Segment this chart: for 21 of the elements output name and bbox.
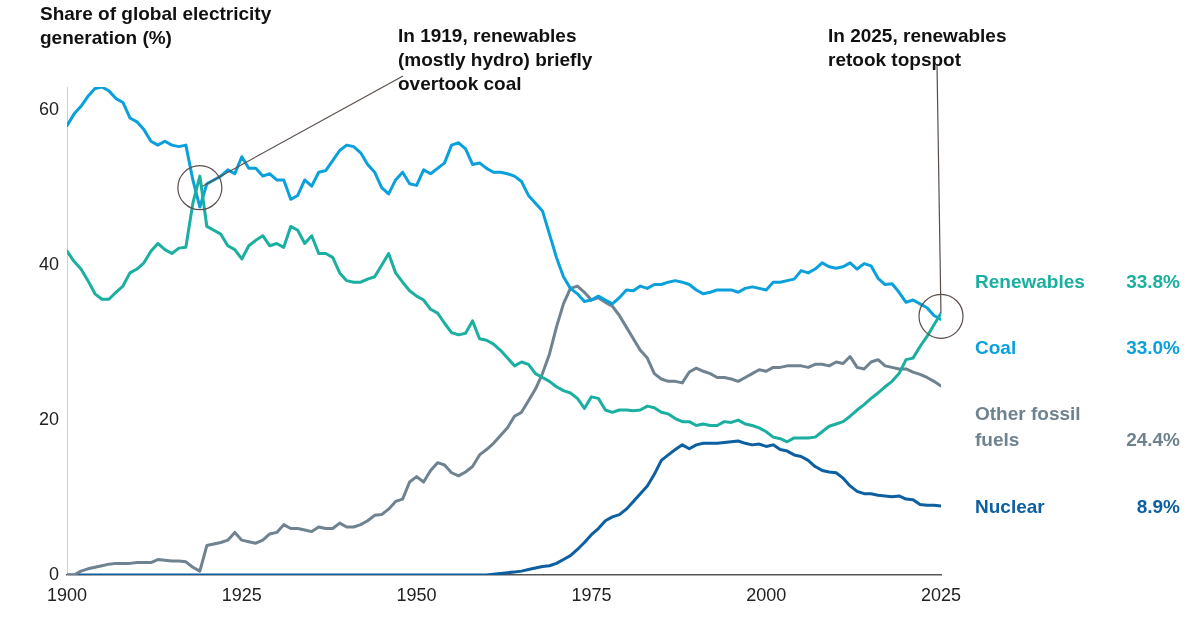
y-tick-label: 20 [38, 409, 59, 430]
annotation: In 2025, renewables retook topspot [828, 24, 1008, 72]
x-tick-label: 1925 [221, 584, 262, 605]
text: Other fossil fuels [975, 402, 1082, 452]
x-tick-label: 1950 [396, 584, 437, 605]
text: Coal [975, 336, 1018, 360]
x-tick-label: 2025 [920, 584, 962, 605]
text: Renewables [975, 270, 1085, 294]
y-tick-label: 0 [48, 563, 59, 584]
text: 8.9% [1135, 495, 1180, 519]
x-tick-label: 1900 [46, 584, 88, 605]
series-label: Nuclear [975, 495, 1046, 519]
annotation: In 1919, renewables (mostly hydro) briefly overtook coal [398, 24, 594, 96]
text: 24.4% [1125, 428, 1180, 452]
y-tick-label: 60 [38, 99, 59, 120]
x-tick-label: 2000 [746, 584, 787, 605]
x-tick-label: 1975 [571, 584, 612, 605]
text: Share of global electricity generation (%) [40, 2, 273, 50]
text: 33.8% [1125, 270, 1180, 294]
y-tick-label: 40 [38, 254, 59, 275]
text: 33.0% [1125, 336, 1180, 360]
